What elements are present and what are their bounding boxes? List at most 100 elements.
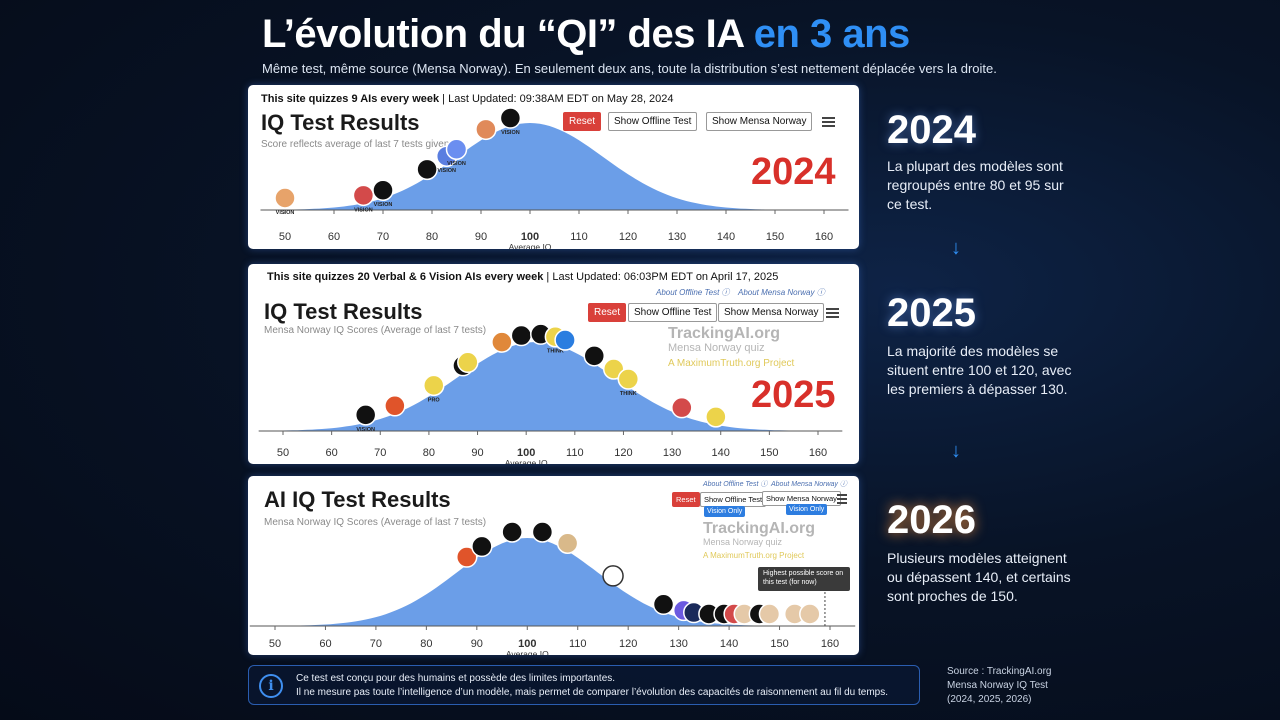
model-point[interactable] [652, 593, 675, 616]
x-axis-label: Average IQ [505, 458, 548, 464]
model-point[interactable] [602, 358, 625, 380]
x-tick-label: 160 [809, 447, 827, 459]
model-point-label: VISION [276, 210, 295, 216]
x-tick-label: 60 [328, 231, 340, 243]
x-tick-label: 150 [760, 447, 778, 459]
model-point[interactable] [531, 521, 554, 543]
model-point[interactable] [475, 118, 497, 141]
x-tick-label: 90 [475, 231, 487, 243]
iq-chart-2024: 50 60 70 80 90 100 110 120 130 140 150 160 Average I… [260, 107, 849, 249]
card-title: IQ Test Results [264, 299, 423, 324]
model-point[interactable] [705, 406, 727, 428]
model-point-label: THINK [547, 349, 564, 355]
x-tick-label: 120 [619, 638, 637, 650]
model-point[interactable] [510, 324, 533, 347]
source-line-1: Source : TrackingAI.org [947, 666, 1052, 677]
x-tick-label: 120 [619, 231, 637, 243]
watermark-project: A MaximumTruth.org Project [668, 358, 795, 369]
menu-icon[interactable] [822, 115, 835, 129]
model-point[interactable] [354, 404, 377, 426]
iq-chart-2026: 50 60 70 80 90 100 110 120 130 140 150 160 Average I… [249, 521, 856, 655]
arrow-down-icon: ↓ [951, 440, 961, 462]
year-2024-desc: La plupart des modèles sont regroupés en… [887, 158, 1064, 212]
year-2025-heading: 2025 [887, 291, 976, 335]
model-point[interactable] [583, 345, 606, 367]
about-mensa-link[interactable]: About Mensa Norway ⓘ [771, 481, 847, 488]
card-title: AI IQ Test Results [264, 487, 451, 512]
source-line-2: Mensa Norway IQ Test [947, 680, 1048, 691]
vision-only-button[interactable]: Vision Only [786, 504, 828, 515]
about-offline-link[interactable]: About Offline Test ⓘ [703, 481, 768, 488]
card-header: This site quizzes 9 AIs every week | Las… [261, 93, 674, 105]
x-tick-label: 160 [815, 231, 833, 243]
model-point[interactable] [602, 565, 624, 587]
disclaimer-line-1: Ce test est conçu pour des humains et po… [296, 673, 616, 684]
x-tick-label: 110 [566, 447, 584, 459]
x-tick-label: 90 [471, 638, 483, 650]
show-mensa-button[interactable]: Show Mensa Norway [706, 112, 813, 131]
model-point[interactable] [554, 329, 576, 351]
x-tick-label: 150 [766, 231, 784, 243]
x-axis-label: Average IQ [506, 649, 549, 655]
model-point[interactable] [274, 187, 296, 209]
model-point[interactable] [423, 374, 445, 397]
show-mensa-button[interactable]: Show Mensa Norway [718, 303, 825, 322]
model-point[interactable] [758, 603, 781, 625]
model-point[interactable] [671, 396, 693, 419]
reset-button[interactable]: Reset [672, 492, 700, 507]
model-point-label: THINK [620, 391, 637, 397]
about-mensa-link[interactable]: About Mensa Norway ⓘ [738, 288, 825, 297]
show-offline-button[interactable]: Show Offline Test [628, 303, 718, 322]
max-score-tooltip: Highest possible score on this test (for… [758, 567, 850, 591]
x-tick-label: 50 [269, 638, 281, 650]
about-offline-link[interactable]: About Offline Test ⓘ [656, 288, 730, 297]
x-tick-label: 130 [668, 231, 686, 243]
model-point[interactable] [455, 546, 478, 568]
x-tick-label: 100 [521, 231, 539, 243]
model-point[interactable] [352, 184, 375, 207]
model-point[interactable] [384, 395, 406, 417]
model-point[interactable] [556, 532, 579, 555]
x-tick-label: 130 [669, 638, 687, 650]
x-tick-label: 100 [517, 447, 535, 459]
x-tick-label: 130 [663, 447, 681, 459]
vision-only-button[interactable]: Vision Only [704, 506, 746, 517]
model-point[interactable] [457, 351, 479, 374]
x-tick-label: 140 [712, 447, 730, 459]
x-tick-label: 80 [426, 231, 438, 243]
reset-button[interactable]: Reset [588, 303, 627, 322]
model-point[interactable] [416, 158, 438, 181]
model-point[interactable] [799, 603, 821, 625]
page-subtitle: Même test, même source (Mensa Norway). E… [262, 61, 997, 76]
watermark-site: TrackingAI.org [668, 325, 781, 342]
show-offline-button[interactable]: Show Offline Test [608, 112, 698, 131]
model-point[interactable] [372, 179, 394, 201]
watermark-site: TrackingAI.org [703, 520, 816, 537]
model-point[interactable] [499, 107, 522, 129]
model-point[interactable] [445, 138, 468, 160]
bell-curve-area [258, 342, 843, 431]
menu-icon[interactable] [837, 492, 847, 506]
x-tick-label: 50 [277, 447, 289, 459]
info-icon: i [259, 674, 283, 698]
source-credit: Source : TrackingAI.org Mensa Norway IQ … [947, 665, 1052, 707]
source-line-3: (2024, 2025, 2026) [947, 694, 1032, 705]
card-header-rest: | Last Updated: 06:03PM EDT on April 17,… [543, 271, 779, 283]
card-title: IQ Test Results [261, 110, 420, 135]
year-2025-desc: La majorité des modèles se situent entre… [887, 343, 1072, 397]
x-tick-label: 120 [614, 447, 632, 459]
chart-card-2026: About Offline Test ⓘ About Mensa Norway … [248, 476, 859, 655]
x-tick-label: 80 [420, 638, 432, 650]
model-point[interactable] [617, 368, 640, 390]
reset-button[interactable]: Reset [563, 112, 602, 131]
model-point-label: VISION [354, 207, 373, 213]
x-tick-label: 70 [377, 231, 389, 243]
x-tick-label: 100 [518, 638, 536, 650]
menu-icon[interactable] [826, 306, 839, 320]
x-tick-label: 140 [717, 231, 735, 243]
model-point[interactable] [501, 521, 523, 543]
model-point[interactable] [471, 535, 493, 558]
model-point[interactable] [491, 331, 513, 353]
watermark-quiz: Mensa Norway quiz [668, 342, 765, 354]
arrow-down-icon: ↓ [951, 237, 961, 259]
